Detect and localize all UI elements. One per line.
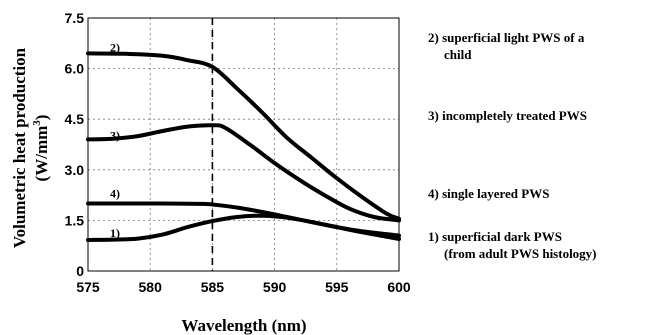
series <box>86 51 401 242</box>
series-line <box>86 213 401 242</box>
y-axis-unit-prefix: (W/mm <box>32 126 51 182</box>
y-tick-label: 7.5 <box>65 10 85 26</box>
y-tick-label: 1.5 <box>65 212 85 228</box>
x-tick-label: 580 <box>139 279 163 295</box>
y-axis-title: Volumetric heat production (W/mm3) <box>10 47 51 248</box>
curve-label: 2) <box>110 40 120 54</box>
x-tick-label: 585 <box>201 279 225 295</box>
legend-entry: 2) superficial light PWS of a <box>428 30 585 45</box>
legend-entry: child <box>444 47 472 62</box>
y-axis-title-line1: Volumetric heat production <box>10 47 29 248</box>
series-line <box>86 51 401 221</box>
legend-entry: 3) incompletely treated PWS <box>428 108 587 123</box>
x-tick-label: 575 <box>76 279 100 295</box>
legend-entry: 1) superficial dark PWS <box>428 229 562 244</box>
x-tick-label: 600 <box>387 279 411 295</box>
y-axis-ticks: 0 1.5 3.0 4.5 6.0 7.5 <box>65 10 85 279</box>
y-tick-label: 6.0 <box>65 61 85 77</box>
curve-label: 1) <box>110 226 120 240</box>
plot-frame <box>87 17 400 272</box>
legend: 2) superficial light PWS of a child 3) inc… <box>428 30 597 261</box>
y-tick-label: 3.0 <box>65 162 85 178</box>
y-tick-label: 0 <box>76 263 84 279</box>
y-axis-unit-superscript: 3 <box>31 120 43 126</box>
legend-entry: 4) single layered PWS <box>428 186 549 201</box>
x-tick-label: 595 <box>325 279 349 295</box>
x-axis-title: Wavelength (nm) <box>181 316 306 335</box>
legend-entry: (from adult PWS histology) <box>444 246 597 261</box>
y-axis-unit-suffix: ) <box>32 115 51 121</box>
x-tick-label: 590 <box>263 279 287 295</box>
curve-label: 4) <box>110 187 120 201</box>
y-axis-title-line2: (W/mm3) <box>31 115 51 182</box>
x-axis-ticks: 575 580 585 590 595 600 <box>76 279 411 295</box>
curve-labels: 2) 3) 4) 1) <box>110 40 120 240</box>
y-tick-label: 4.5 <box>65 111 85 127</box>
curve-label: 3) <box>110 128 120 142</box>
series-line <box>86 123 401 223</box>
